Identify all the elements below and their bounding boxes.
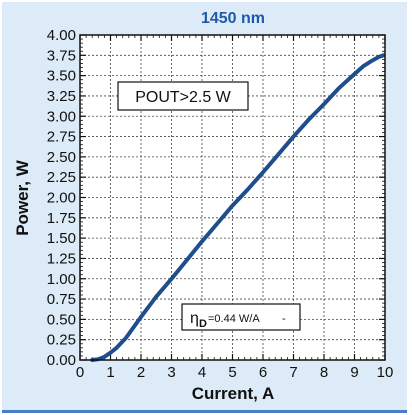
x-axis-ticks: 0 1 2 3 4 5 6 7 8 9 10: [76, 35, 394, 381]
x-tick-label: 9: [350, 364, 358, 381]
eta-symbol: η: [190, 310, 199, 327]
y-tick-label: 0.75: [47, 291, 76, 308]
x-tick-label: 0: [76, 364, 84, 381]
y-tick-label: 0.25: [47, 332, 76, 349]
chart-panel: 1450 nm 0.00 0.25 0.50 0.75 1.00 1.25 1.50 1.75…: [2, 2, 407, 413]
y-tick-label: 0.00: [47, 352, 76, 369]
plot-border: [79, 34, 386, 361]
x-tick-label: 6: [259, 364, 267, 381]
pout-annotation-text: POUT>2.5 W: [135, 89, 231, 106]
x-tick-label: 4: [198, 364, 206, 381]
x-tick-label: 2: [137, 364, 145, 381]
y-tick-label: 2.75: [47, 129, 76, 146]
slope-annotation-box: [181, 303, 301, 331]
y-axis-ticks: 0.00 0.25 0.50 0.75 1.00 1.25 1.50 1.75 2.00 2.25…: [47, 27, 385, 369]
y-tick-label: 2.50: [47, 149, 76, 166]
pout-annotation-box: [117, 81, 249, 111]
x-axis-label: Current, A: [192, 384, 275, 403]
power-curve: [90, 53, 386, 362]
chart-title: 1450 nm: [201, 10, 265, 27]
x-tick-label: 1: [106, 364, 114, 381]
y-axis-label: Power, W: [13, 159, 32, 236]
eta-suffix: -: [282, 313, 286, 325]
x-tick-label: 7: [289, 364, 297, 381]
grid-lines: [80, 35, 385, 360]
y-tick-label: 1.00: [47, 271, 76, 288]
y-tick-label: 3.75: [47, 47, 76, 64]
eta-value: =0.44 W/A: [208, 313, 260, 325]
y-tick-label: 4.00: [47, 27, 76, 44]
y-tick-label: 0.50: [47, 311, 76, 328]
x-tick-label: 8: [320, 364, 328, 381]
x-tick-label: 3: [167, 364, 175, 381]
y-tick-label: 3.50: [47, 68, 76, 85]
y-tick-label: 1.25: [47, 250, 76, 267]
y-tick-label: 1.75: [47, 210, 76, 227]
x-tick-label: 10: [377, 364, 394, 381]
power-current-chart: 1450 nm 0.00 0.25 0.50 0.75 1.00 1.25 1.50 1.75…: [13, 10, 394, 403]
y-tick-label: 3.25: [47, 88, 76, 105]
y-tick-label: 2.25: [47, 169, 76, 186]
x-tick-label: 5: [228, 364, 236, 381]
y-tick-label: 3.00: [47, 108, 76, 125]
y-tick-label: 2.00: [47, 190, 76, 207]
y-tick-label: 1.50: [47, 230, 76, 247]
eta-subscript: D: [199, 318, 207, 330]
